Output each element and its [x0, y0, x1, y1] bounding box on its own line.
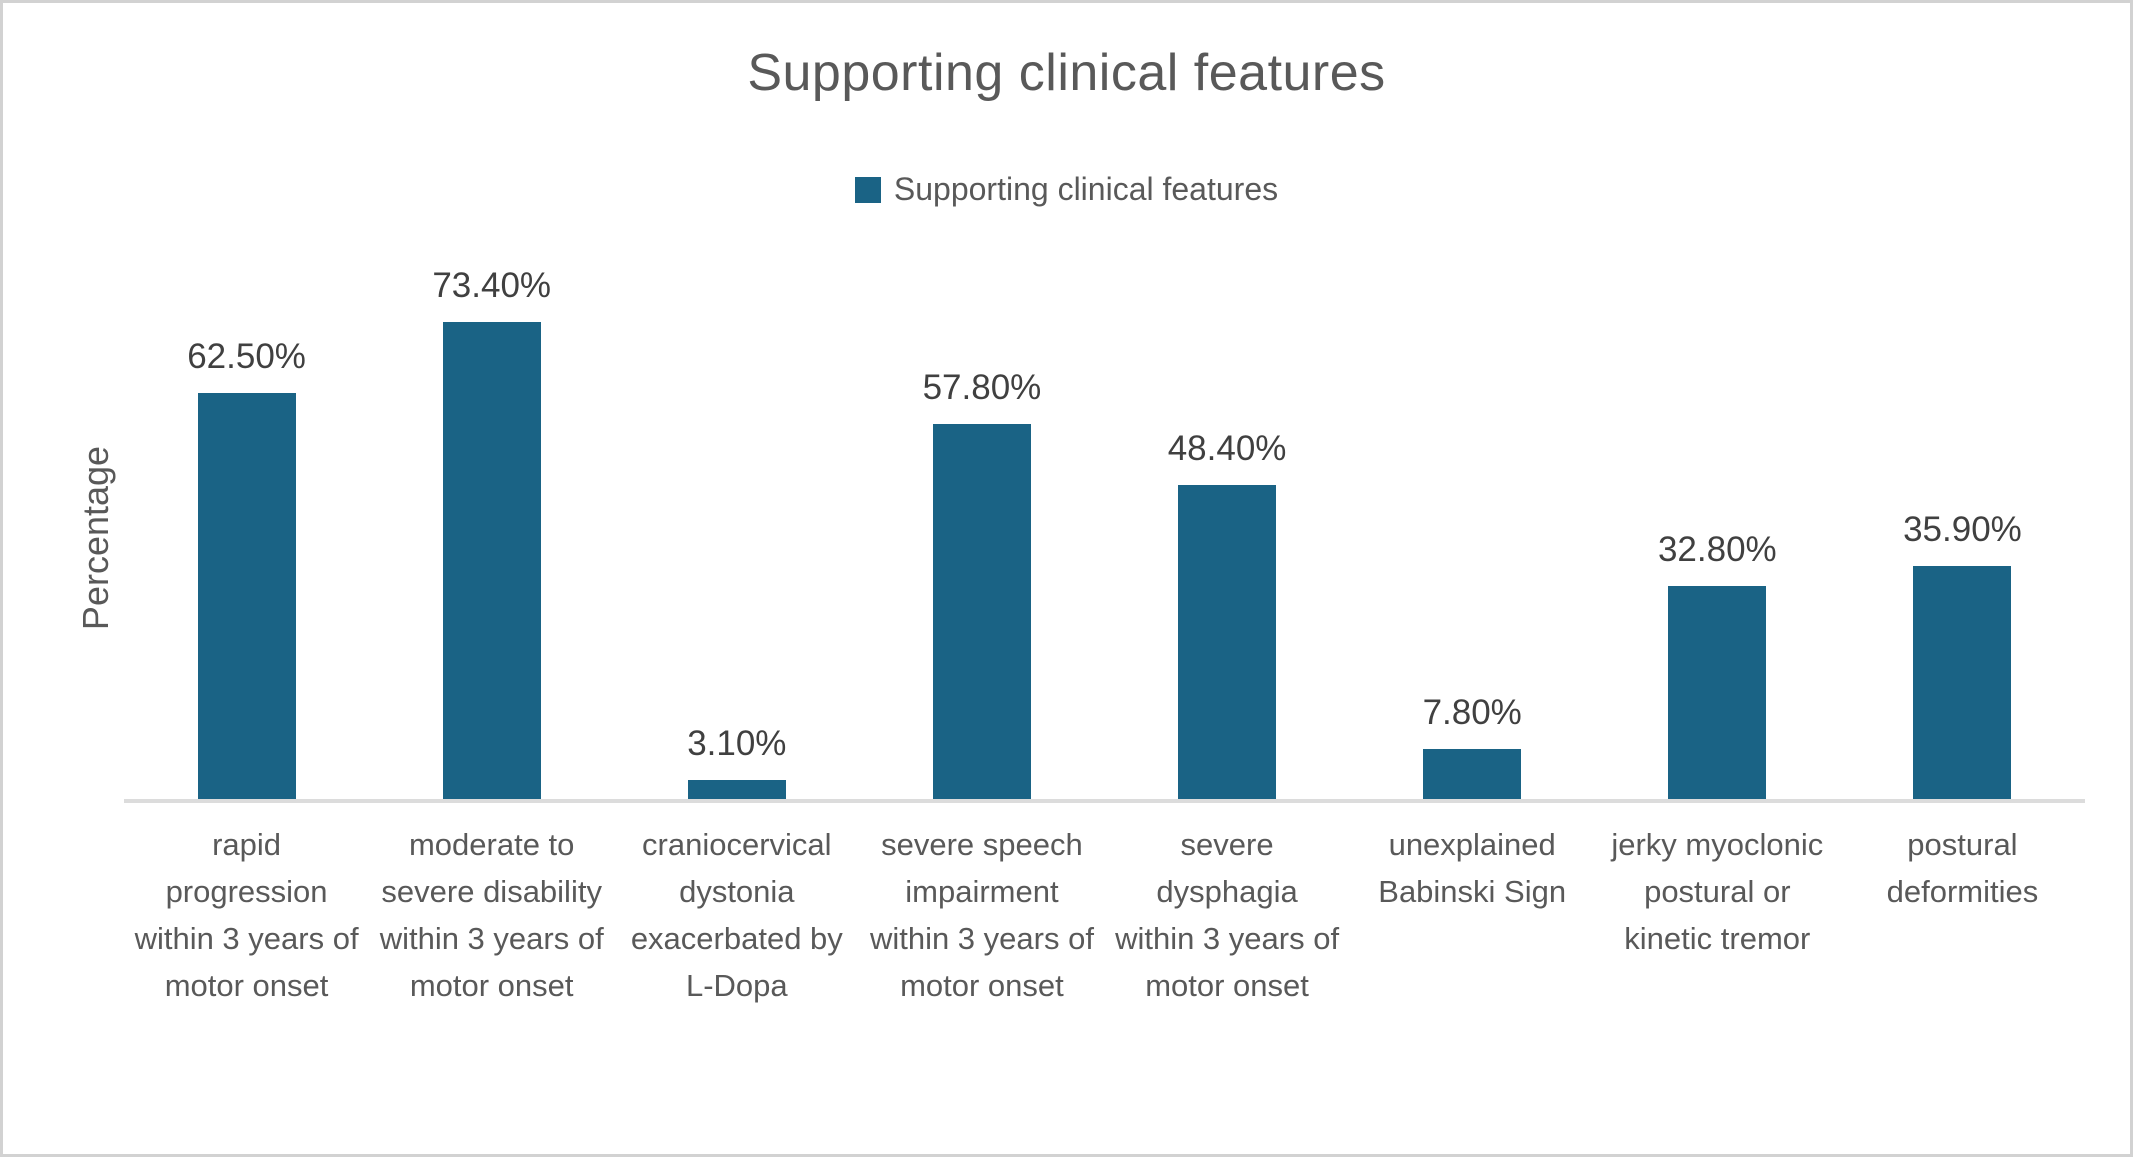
chart-title: Supporting clinical features: [747, 44, 1386, 102]
data-label: 3.10%: [687, 723, 787, 763]
x-axis-line: [124, 799, 2085, 803]
x-tick-label: jerky myoclonic postural or kinetic trem…: [1611, 827, 1824, 956]
x-axis-labels: rapid progression within 3 years of moto…: [124, 821, 2085, 1009]
x-tick-label: craniocervical dystonia exacerbated by L…: [630, 827, 843, 1003]
x-tick-label: moderate to severe disability within 3 y…: [379, 827, 604, 1003]
x-tick-label: unexplained Babinski Sign: [1378, 827, 1567, 909]
chart-legend: Supporting clinical features: [3, 171, 2130, 208]
bar: [1913, 566, 2012, 800]
data-label: 35.90%: [1903, 510, 2022, 550]
bar: [197, 393, 296, 800]
bar-group: 3.10%: [614, 149, 859, 800]
data-label: 48.40%: [1167, 428, 1287, 468]
x-tick-label: severe dysphagia within 3 years of motor…: [1115, 827, 1340, 1003]
y-axis-title: Percentage: [75, 445, 116, 631]
data-label: 62.50%: [187, 337, 306, 377]
x-tick-label: rapid progression within 3 years of moto…: [134, 827, 359, 1003]
bar: [687, 779, 786, 800]
bar: [442, 322, 541, 800]
bar: [1178, 484, 1277, 800]
bar: [932, 423, 1031, 800]
bar-group: 35.90%: [1840, 149, 2085, 800]
data-label: 73.40%: [432, 266, 552, 306]
x-tick-label: severe speech impairment within 3 years …: [869, 827, 1094, 1003]
data-label: 7.80%: [1422, 693, 1522, 733]
bar-group: 62.50%: [124, 149, 369, 800]
x-tick-label: postural deformities: [1886, 827, 2039, 909]
bar: [1668, 586, 1767, 800]
data-label: 32.80%: [1657, 530, 1777, 570]
legend-swatch-icon: [854, 176, 881, 203]
bar-group: 7.80%: [1350, 149, 1595, 800]
bar-group: 73.40%: [369, 149, 614, 800]
legend-label: Supporting clinical features: [893, 171, 1279, 207]
bar-group: 57.80%: [859, 149, 1104, 800]
bar-group: 48.40%: [1105, 149, 1350, 800]
plot-area: 62.50% 73.40% 3.10% 57.80% 48.40% 7.80% 32.80%…: [124, 149, 2085, 800]
bar-group: 32.80%: [1595, 149, 1840, 800]
bar: [1423, 749, 1522, 800]
data-label: 57.80%: [922, 367, 1042, 407]
